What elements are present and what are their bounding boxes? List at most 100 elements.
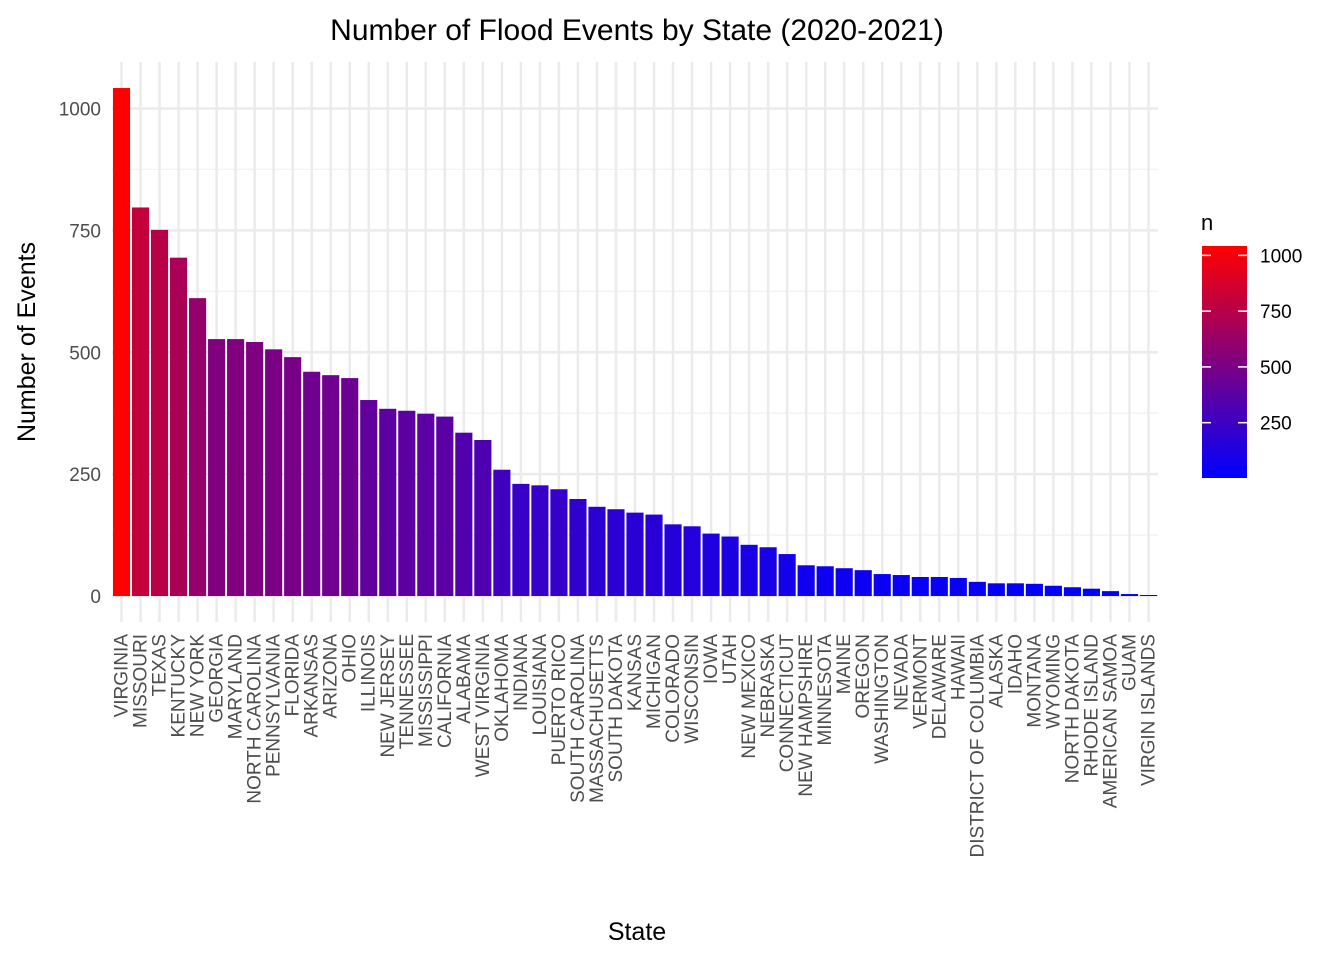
bar <box>1120 594 1139 596</box>
legend-tick-label: 500 <box>1260 358 1292 379</box>
x-tick-label: ALASKA <box>986 634 1007 708</box>
x-tick-label: ARIZONA <box>321 634 342 719</box>
y-tick-label: 250 <box>69 465 101 486</box>
bar <box>1025 583 1043 596</box>
x-tick-label: INDIANA <box>511 634 532 711</box>
x-tick-label: OHIO <box>340 634 361 683</box>
x-tick-label: NORTH CAROLINA <box>245 634 266 804</box>
y-axis-title: Number of Events <box>13 242 41 442</box>
x-tick-label: IDAHO <box>1005 634 1026 694</box>
x-tick-label: MARYLAND <box>226 634 247 739</box>
x-tick-label: VIRGINIA <box>112 634 133 718</box>
x-tick-label: SOUTH CAROLINA <box>568 634 589 803</box>
bar <box>683 526 701 596</box>
bar <box>360 400 378 596</box>
bar <box>702 533 720 596</box>
bar <box>588 506 606 596</box>
y-tick-label: 750 <box>69 221 101 242</box>
bar <box>512 483 530 596</box>
bar <box>816 566 834 596</box>
x-tick-label: FLORIDA <box>283 634 304 717</box>
bar <box>474 440 492 596</box>
bar <box>930 576 948 596</box>
x-tick-label: CONNECTICUT <box>777 634 798 773</box>
legend-title: n <box>1201 210 1213 235</box>
bar <box>968 581 986 596</box>
bar <box>873 574 891 596</box>
bar <box>417 413 435 596</box>
bar <box>987 583 1005 596</box>
bar <box>949 577 967 596</box>
y-tick-label: 1000 <box>59 100 101 121</box>
x-tick-label: KANSAS <box>625 634 646 711</box>
x-tick-label: NEW JERSEY <box>378 634 399 758</box>
x-tick-label: OREGON <box>853 634 874 718</box>
x-tick-label: CALIFORNIA <box>435 634 456 748</box>
bar <box>778 554 796 596</box>
x-tick-label: DISTRICT OF COLUMBIA <box>967 634 988 858</box>
x-tick-label: OKLAHOMA <box>492 634 513 742</box>
x-tick-label: WISCONSIN <box>682 634 703 744</box>
x-tick-label: ILLINOIS <box>359 634 380 712</box>
x-tick-label: NORTH DAKOTA <box>1062 634 1083 784</box>
y-axis-ticks: 0 250 500 750 1000 <box>59 100 101 609</box>
bar <box>150 229 169 596</box>
x-tick-label: MICHIGAN <box>644 634 665 729</box>
y-tick-label: 500 <box>69 343 101 364</box>
legend-ticks: 250 500 750 1000 <box>1202 246 1302 435</box>
x-tick-label: NEVADA <box>891 634 912 711</box>
bar <box>284 357 302 596</box>
bar <box>835 568 853 596</box>
bar <box>131 207 150 596</box>
bar <box>112 88 131 597</box>
legend-tick-label: 250 <box>1260 414 1292 435</box>
x-tick-label: WEST VIRGINIA <box>473 634 494 778</box>
bar <box>1082 588 1100 596</box>
x-tick-label: MASSACHUSETTS <box>587 634 608 803</box>
legend: n 250 500 750 1000 <box>1201 210 1302 478</box>
x-tick-label: NEBRASKA <box>758 634 779 738</box>
x-tick-label: NEW HAMPSHIRE <box>796 634 817 797</box>
bar <box>170 257 188 596</box>
bar <box>1044 585 1062 596</box>
x-tick-label: DELAWARE <box>929 634 950 739</box>
bar <box>854 570 872 596</box>
bar <box>797 565 815 596</box>
x-tick-label: ALABAMA <box>454 634 475 724</box>
x-tick-label: PENNSYLVANIA <box>264 634 285 777</box>
bar <box>740 544 758 596</box>
x-tick-label: MISSOURI <box>131 634 152 728</box>
x-tick-label: UTAH <box>720 634 741 684</box>
x-axis-title: State <box>608 918 666 946</box>
bar <box>303 371 321 596</box>
bar <box>645 514 663 596</box>
bar <box>1139 595 1158 596</box>
y-tick-label: 0 <box>90 587 101 608</box>
bar <box>227 339 245 596</box>
x-tick-label: PUERTO RICO <box>549 634 570 765</box>
x-tick-label: WYOMING <box>1043 634 1064 729</box>
bar <box>531 485 549 596</box>
legend-color-bar <box>1202 246 1247 478</box>
x-tick-label: GUAM <box>1119 634 1140 691</box>
bar <box>550 489 568 596</box>
x-tick-label: AMERICAN SAMOA <box>1100 634 1121 809</box>
chart-title: Number of Flood Events by State (2020-20… <box>330 14 944 47</box>
bar <box>626 512 644 596</box>
bar <box>664 524 682 596</box>
bar <box>1006 583 1024 596</box>
bar <box>455 432 473 596</box>
bar <box>189 298 207 596</box>
x-tick-label: KENTUCKY <box>169 634 190 738</box>
x-tick-label: RHODE ISLAND <box>1081 634 1102 777</box>
bar <box>436 416 454 596</box>
x-tick-label: LOUISIANA <box>530 634 551 736</box>
bars <box>112 88 1158 597</box>
x-tick-label: MONTANA <box>1024 634 1045 728</box>
legend-tick-label: 1000 <box>1260 246 1302 267</box>
x-tick-label: TENNESSEE <box>397 634 418 749</box>
x-tick-label: HAWAII <box>948 634 969 700</box>
bar <box>265 349 283 596</box>
bar <box>493 469 511 596</box>
x-tick-label: MISSISSIPPI <box>416 634 437 747</box>
